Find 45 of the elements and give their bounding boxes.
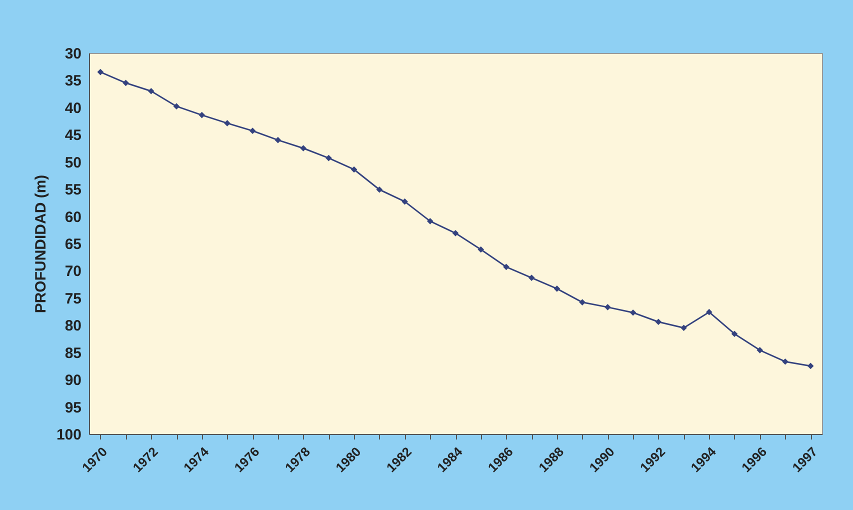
point xyxy=(452,230,459,236)
point xyxy=(224,120,230,126)
y-tick-label: 100 xyxy=(56,426,82,444)
point xyxy=(528,274,535,281)
point xyxy=(554,286,560,292)
y-tick-label: 95 xyxy=(64,399,82,416)
point xyxy=(604,304,611,310)
point xyxy=(426,218,434,224)
y-tick-label: 40 xyxy=(64,100,82,117)
point xyxy=(249,128,256,134)
y-tick-label: 90 xyxy=(64,372,82,390)
point xyxy=(680,324,687,332)
y-tick-label: 75 xyxy=(64,290,82,308)
point xyxy=(198,112,206,118)
point xyxy=(274,136,282,144)
y-tick-label: 50 xyxy=(64,154,82,172)
y-tick-label: 70 xyxy=(64,263,82,280)
point xyxy=(478,246,484,253)
point xyxy=(376,186,383,193)
point xyxy=(782,358,788,365)
y-tick-label: 65 xyxy=(64,236,82,253)
point xyxy=(756,347,764,354)
point xyxy=(630,309,636,316)
point xyxy=(326,154,332,162)
y-tick-label: 35 xyxy=(64,72,82,90)
point xyxy=(122,80,129,86)
point xyxy=(350,166,358,173)
point xyxy=(97,68,104,76)
point xyxy=(402,198,408,205)
point xyxy=(807,362,814,370)
y-tick-label: 30 xyxy=(64,46,82,62)
point xyxy=(655,318,662,326)
point xyxy=(300,145,306,152)
point xyxy=(579,299,586,306)
y-axis-title: PROFUNDIDAD (m) xyxy=(32,174,50,314)
y-tick-label: 45 xyxy=(64,127,82,144)
y-tick-label: 85 xyxy=(64,344,82,362)
y-tick-label: 55 xyxy=(64,182,82,199)
y-tick-label: 60 xyxy=(64,208,82,226)
y-tick-label: 80 xyxy=(64,318,82,335)
point xyxy=(706,308,712,316)
point xyxy=(731,330,738,338)
point xyxy=(503,264,510,270)
point xyxy=(148,88,154,94)
point xyxy=(173,103,180,110)
